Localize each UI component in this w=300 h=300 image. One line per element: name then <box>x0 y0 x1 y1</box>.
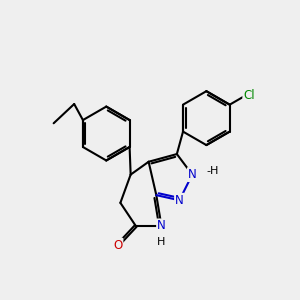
Text: -H: -H <box>206 166 219 176</box>
Text: N: N <box>188 168 197 181</box>
Text: O: O <box>113 239 122 252</box>
Text: Cl: Cl <box>243 89 255 102</box>
Text: N: N <box>175 194 184 207</box>
Text: H: H <box>157 237 166 247</box>
Text: N: N <box>157 219 166 232</box>
